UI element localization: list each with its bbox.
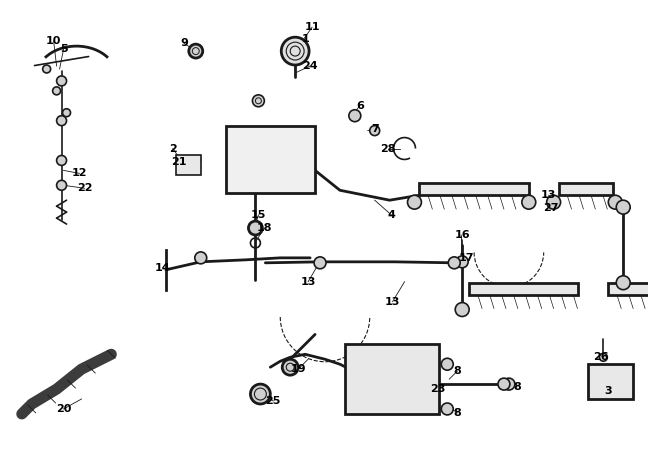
Bar [345, 344, 439, 414]
Bar [469, 283, 578, 295]
Text: 23: 23 [430, 384, 445, 394]
Text: 19: 19 [291, 364, 306, 374]
Circle shape [349, 110, 361, 122]
Text: 7: 7 [371, 124, 378, 134]
Text: 13: 13 [385, 297, 400, 307]
Circle shape [608, 195, 622, 209]
Circle shape [547, 195, 560, 209]
Circle shape [441, 403, 453, 415]
Circle shape [188, 44, 203, 58]
Bar [608, 283, 650, 295]
Circle shape [456, 256, 468, 268]
Circle shape [57, 155, 66, 165]
Circle shape [455, 303, 469, 316]
Text: 26: 26 [593, 352, 609, 362]
Text: 27: 27 [543, 203, 558, 213]
Circle shape [448, 257, 460, 269]
Circle shape [250, 384, 270, 404]
Circle shape [441, 358, 453, 370]
Bar [588, 364, 633, 399]
Text: 22: 22 [77, 183, 92, 193]
Text: 3: 3 [604, 386, 612, 396]
Text: 11: 11 [304, 22, 320, 32]
Circle shape [616, 276, 630, 290]
Text: 18: 18 [257, 223, 272, 233]
Circle shape [408, 195, 421, 209]
Text: 5: 5 [60, 44, 68, 54]
Text: 12: 12 [72, 168, 87, 178]
Text: 4: 4 [387, 210, 396, 220]
Circle shape [281, 37, 309, 65]
Bar [558, 183, 614, 195]
Bar [176, 155, 201, 176]
Circle shape [503, 378, 515, 390]
Circle shape [195, 252, 207, 264]
Bar [226, 125, 315, 193]
Text: 13: 13 [541, 190, 556, 200]
Circle shape [370, 125, 380, 136]
Text: 2: 2 [169, 144, 177, 154]
Text: 20: 20 [56, 404, 72, 414]
Text: 10: 10 [46, 36, 61, 46]
Bar [419, 183, 529, 195]
Circle shape [282, 359, 298, 375]
Text: 14: 14 [155, 263, 171, 273]
Circle shape [248, 221, 263, 235]
Text: 8: 8 [453, 408, 461, 418]
Circle shape [57, 116, 66, 125]
Text: 21: 21 [171, 157, 187, 168]
Text: 25: 25 [266, 396, 281, 406]
Circle shape [498, 378, 510, 390]
Text: 1: 1 [301, 34, 309, 44]
Text: 16: 16 [454, 230, 470, 240]
Text: 24: 24 [302, 61, 318, 71]
Text: 8: 8 [453, 366, 461, 376]
Text: 6: 6 [356, 101, 364, 111]
Text: 9: 9 [180, 38, 188, 48]
Circle shape [43, 65, 51, 73]
Circle shape [599, 353, 607, 361]
Circle shape [314, 257, 326, 269]
Text: 8: 8 [513, 382, 521, 392]
Circle shape [53, 87, 60, 95]
Circle shape [57, 180, 66, 190]
Circle shape [252, 95, 265, 107]
Text: 28: 28 [380, 144, 395, 154]
Text: 15: 15 [251, 210, 266, 220]
Circle shape [616, 200, 630, 214]
Circle shape [522, 195, 536, 209]
Circle shape [62, 109, 70, 117]
Circle shape [57, 76, 66, 86]
Text: 13: 13 [300, 277, 316, 287]
Text: 17: 17 [458, 253, 474, 263]
